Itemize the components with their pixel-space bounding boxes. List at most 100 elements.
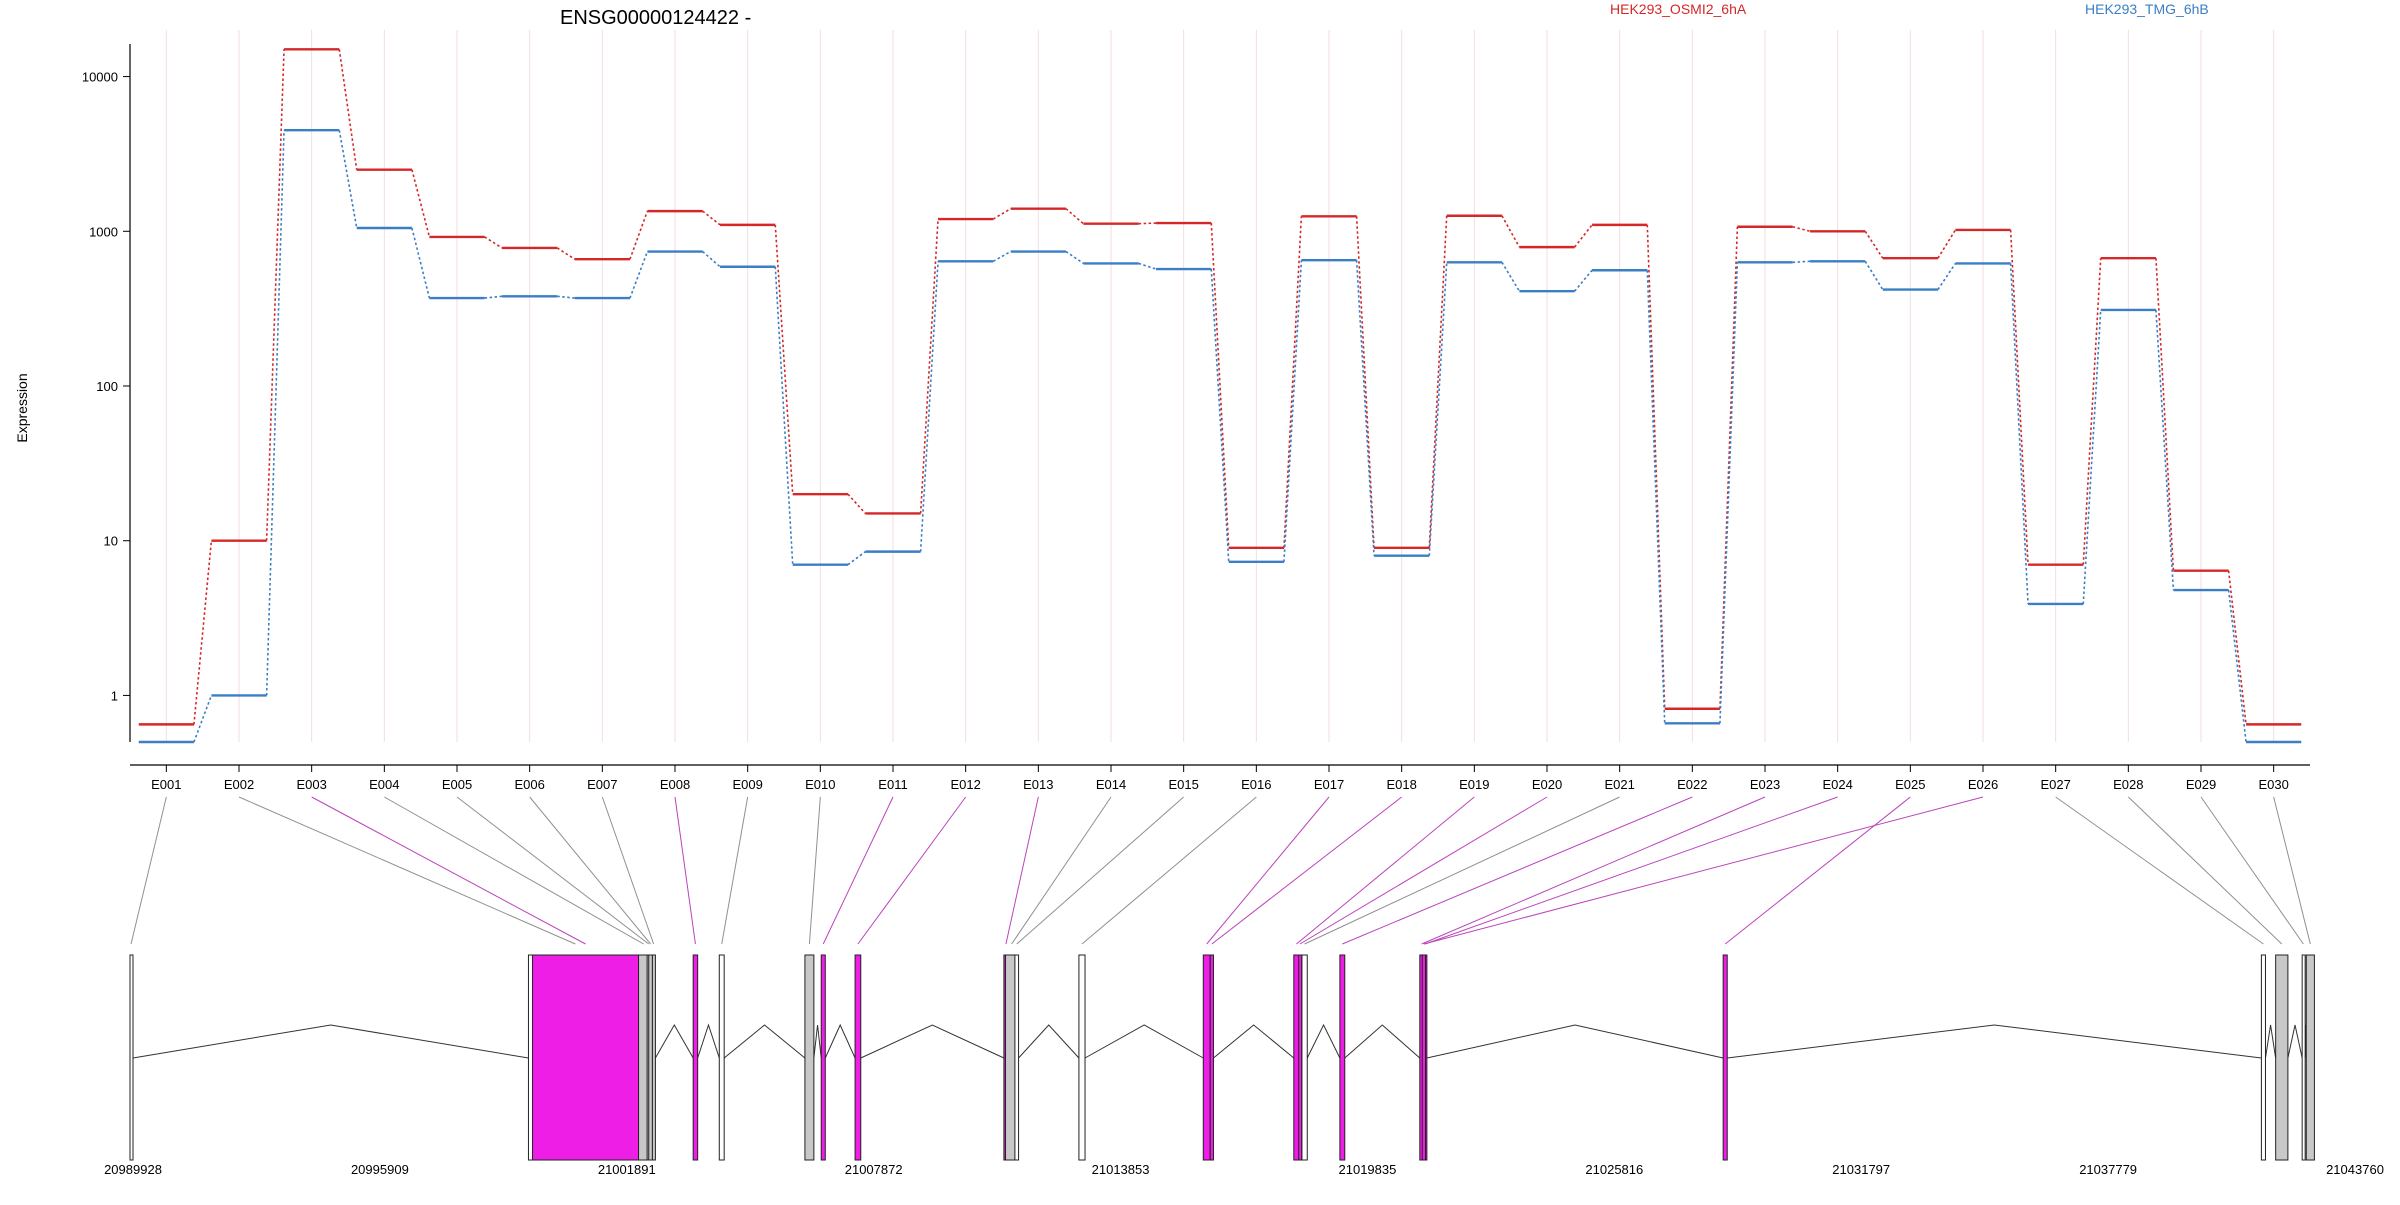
- exon-block-e029: [2301, 954, 2306, 1161]
- series-1-connector-e012: [992, 207, 1012, 220]
- series-2-connector-e024: [1864, 260, 1884, 290]
- exon-link-e008: [674, 796, 696, 945]
- y-tick-label-100: 100: [96, 379, 118, 394]
- exon-block-e028: [2275, 954, 2289, 1161]
- exon-block-e017: [1202, 954, 1211, 1161]
- series-1-connector-e026: [2009, 229, 2029, 565]
- series-1-connector-e010: [847, 493, 866, 515]
- exon-block-e020: [1298, 954, 1303, 1161]
- series-2: [138, 129, 2302, 744]
- series-2-connector-e012: [992, 250, 1012, 262]
- series-2-connector-e025: [1937, 262, 1957, 291]
- series-1-connector-e023: [1792, 225, 1811, 233]
- legend-series-tmg: HEK293_TMG_6hB: [2085, 1, 2209, 17]
- exon-link-e026: [1423, 796, 1984, 945]
- genomic-tick-label-21025816: 21025816: [1585, 1162, 1643, 1177]
- exon-link-e009: [721, 796, 749, 945]
- exon-link-e018: [1211, 796, 1402, 945]
- series-1-connector-e020: [1573, 224, 1593, 248]
- exon-link-e011: [822, 796, 894, 945]
- exon-block-e010: [804, 954, 815, 1161]
- series-2-connector-e018: [1428, 262, 1448, 556]
- series-1-connector-e025: [1937, 229, 1957, 259]
- exon-block-e025: [1722, 954, 1728, 1161]
- series-1-connector-e009: [774, 224, 794, 495]
- series-1-connector-e004: [411, 169, 431, 238]
- series-2-connector-e022: [1719, 262, 1739, 724]
- x-tick-label-e002: E002: [224, 777, 254, 792]
- exon-block-e009: [718, 954, 725, 1161]
- exon-block-e003: [532, 954, 640, 1161]
- intron-12: [1344, 1024, 1421, 1059]
- exon-link-e030: [2273, 796, 2311, 945]
- series-2-connector-e013: [1065, 250, 1084, 265]
- series-2-connector-e021: [1646, 270, 1666, 724]
- x-tick-label-e003: E003: [296, 777, 326, 792]
- series-1-connector-e005: [484, 236, 503, 249]
- exon-block-e015: [1014, 954, 1020, 1161]
- grid-layer: [165, 30, 2275, 742]
- series-2-connector-e023: [1792, 260, 1811, 264]
- genomic-tick-label-21043760: 21043760: [2326, 1162, 2384, 1177]
- exon-link-e010: [808, 796, 821, 945]
- x-tick-label-e009: E009: [732, 777, 762, 792]
- series-2-connector-e002: [265, 130, 285, 696]
- x-tick-label-e007: E007: [587, 777, 617, 792]
- x-tick-label-e023: E023: [1750, 777, 1780, 792]
- exon-link-e017: [1206, 796, 1330, 945]
- y-tick-label-1: 1: [111, 688, 118, 703]
- x-tick-label-e012: E012: [950, 777, 980, 792]
- chart-title: ENSG00000124422 -: [560, 7, 751, 29]
- genomic-tick-label-21007872: 21007872: [845, 1162, 903, 1177]
- y-tick-label-10000: 10000: [82, 70, 118, 85]
- series-1-connector-e024: [1864, 230, 1884, 259]
- x-tick-label-e024: E024: [1822, 777, 1852, 792]
- series-1-connector-e008: [702, 210, 721, 226]
- series-1: [138, 48, 2302, 726]
- exon-block-e026: [1421, 954, 1427, 1161]
- exon-link-e005: [456, 796, 650, 945]
- exon-link-e002: [238, 796, 576, 945]
- series-1-connector-e027: [2082, 258, 2102, 565]
- x-tick-label-e013: E013: [1023, 777, 1053, 792]
- x-tick-label-e020: E020: [1532, 777, 1562, 792]
- intron-6: [824, 1023, 856, 1059]
- series-2-connector-e009: [774, 266, 794, 565]
- exon-link-e013: [1005, 796, 1039, 945]
- exon-block-e008: [692, 954, 699, 1161]
- series-1-connector-e021: [1646, 224, 1666, 709]
- series-2-connector-e001: [193, 695, 213, 743]
- exon-link-e014: [1011, 796, 1112, 945]
- exon-block-e012: [854, 954, 862, 1161]
- intron-15: [2264, 1024, 2277, 1059]
- genomic-tick-label-21013853: 21013853: [1092, 1162, 1150, 1177]
- series-2-connector-e026: [2009, 263, 2029, 605]
- exon-link-e016: [1081, 796, 1257, 945]
- series-2-connector-e011: [919, 261, 939, 552]
- exon-block-e007: [651, 954, 656, 1161]
- x-tick-label-e006: E006: [514, 777, 544, 792]
- intron-4: [723, 1024, 806, 1059]
- genomic-tick-label-21019835: 21019835: [1339, 1162, 1397, 1177]
- exon-block-e006: [648, 954, 653, 1161]
- series-1-connector-e013: [1065, 208, 1084, 225]
- exon-link-e027: [2055, 796, 2264, 945]
- x-tick-label-e022: E022: [1677, 777, 1707, 792]
- series-1-connector-e003: [338, 49, 358, 170]
- x-tick-label-e008: E008: [660, 777, 690, 792]
- x-tick-label-e028: E028: [2113, 777, 2143, 792]
- series-1-connector-e006: [556, 247, 576, 260]
- series-2-connector-e008: [702, 250, 721, 268]
- series-2-connector-e029: [2227, 589, 2247, 743]
- series-1-connector-e029: [2227, 570, 2247, 725]
- series-1-connector-e019: [1501, 215, 1521, 248]
- intron-3: [697, 1023, 720, 1059]
- intron-10: [1213, 1024, 1295, 1059]
- exon-link-e029: [2200, 796, 2304, 945]
- series-2-connector-e027: [2082, 309, 2102, 605]
- series-1-connector-e022: [1719, 226, 1739, 709]
- series-1-connector-e015: [1210, 223, 1230, 548]
- exon-link-e012: [857, 796, 967, 945]
- exon-block-e001: [129, 954, 134, 1161]
